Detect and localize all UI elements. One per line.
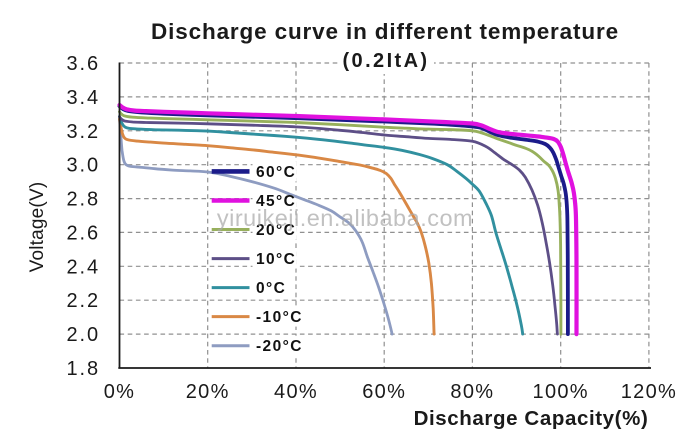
svg-text:60°C: 60°C xyxy=(256,164,296,181)
svg-text:2.4: 2.4 xyxy=(66,256,100,278)
svg-text:3.2: 3.2 xyxy=(66,121,100,143)
svg-text:20°C: 20°C xyxy=(256,222,296,239)
svg-text:Discharge curve in different t: Discharge curve in different temperature xyxy=(151,19,619,44)
svg-text:2.8: 2.8 xyxy=(66,189,100,211)
svg-text:2.6: 2.6 xyxy=(66,222,100,244)
svg-text:1.8: 1.8 xyxy=(66,358,100,380)
svg-text:60%: 60% xyxy=(362,381,406,403)
svg-text:2.0: 2.0 xyxy=(66,324,100,346)
svg-text:yiruikeji.en.alibaba.com: yiruikeji.en.alibaba.com xyxy=(217,205,473,231)
svg-text:3.6: 3.6 xyxy=(66,53,100,75)
svg-text:3.4: 3.4 xyxy=(66,87,100,109)
svg-text:(0.2ItA): (0.2ItA) xyxy=(343,50,430,72)
svg-text:80%: 80% xyxy=(450,381,494,403)
svg-text:20%: 20% xyxy=(186,381,230,403)
svg-text:3.0: 3.0 xyxy=(66,155,100,177)
svg-text:0°C: 0°C xyxy=(256,280,286,297)
svg-text:Discharge Capacity(%): Discharge Capacity(%) xyxy=(414,407,649,430)
svg-text:Voltage(V): Voltage(V) xyxy=(27,182,48,273)
svg-text:40%: 40% xyxy=(274,381,318,403)
svg-text:-20°C: -20°C xyxy=(256,338,303,355)
svg-text:120%: 120% xyxy=(621,381,677,403)
svg-text:100%: 100% xyxy=(533,381,589,403)
svg-text:10°C: 10°C xyxy=(256,251,296,268)
svg-text:2.2: 2.2 xyxy=(66,290,100,312)
svg-text:45°C: 45°C xyxy=(256,193,296,210)
svg-text:-10°C: -10°C xyxy=(256,309,303,326)
svg-text:0%: 0% xyxy=(104,381,136,403)
